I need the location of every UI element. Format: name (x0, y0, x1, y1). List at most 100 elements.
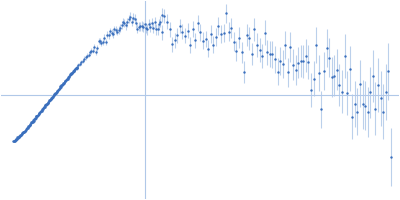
Point (127, 15, 134, 18)
Point (32, 116, 38, 120)
Point (144, 28, 151, 31)
Point (305, 61, 312, 64)
Point (52, 93, 58, 96)
Point (114, 30, 120, 33)
Point (108, 31, 115, 34)
Point (64, 77, 70, 80)
Point (40, 106, 47, 109)
Point (215, 25, 222, 28)
Point (19, 132, 26, 135)
Point (159, 31, 165, 34)
Point (107, 30, 113, 33)
Point (241, 70, 247, 74)
Point (12, 139, 18, 143)
Point (90, 49, 96, 52)
Point (54, 89, 60, 92)
Point (218, 32, 224, 36)
Point (18, 133, 24, 136)
Point (24, 127, 30, 130)
Point (39, 108, 46, 111)
Point (226, 30, 232, 33)
Point (380, 110, 386, 113)
Point (101, 36, 108, 39)
Point (292, 68, 299, 72)
Point (43, 103, 49, 107)
Point (73, 66, 79, 69)
Point (63, 79, 69, 82)
Point (54, 89, 60, 93)
Point (346, 67, 353, 70)
Point (25, 125, 31, 129)
Point (23, 128, 30, 131)
Point (13, 138, 19, 141)
Point (13, 137, 20, 141)
Point (123, 24, 129, 27)
Point (339, 90, 345, 93)
Point (39, 108, 45, 111)
Point (69, 72, 75, 75)
Point (38, 109, 44, 112)
Point (118, 23, 125, 26)
Point (121, 21, 128, 25)
Point (44, 102, 50, 105)
Point (269, 53, 276, 56)
Point (45, 100, 52, 103)
Point (349, 115, 356, 118)
Point (259, 55, 265, 58)
Point (30, 120, 36, 123)
Point (60, 81, 66, 84)
Point (282, 43, 288, 47)
Point (323, 46, 330, 50)
Point (26, 124, 32, 127)
Point (157, 20, 164, 23)
Point (22, 128, 29, 131)
Point (256, 48, 263, 52)
Point (138, 24, 145, 28)
Point (34, 115, 40, 118)
Point (205, 47, 211, 50)
Point (68, 73, 74, 76)
Point (328, 75, 335, 79)
Point (377, 97, 384, 100)
Point (20, 131, 27, 134)
Point (143, 26, 149, 29)
Point (77, 62, 83, 66)
Point (37, 110, 44, 113)
Point (133, 21, 139, 25)
Point (154, 28, 161, 31)
Point (59, 83, 66, 86)
Point (27, 123, 34, 126)
Point (24, 126, 31, 129)
Point (65, 75, 72, 79)
Point (49, 96, 56, 99)
Point (238, 51, 245, 54)
Point (45, 101, 51, 104)
Point (92, 51, 99, 54)
Point (148, 22, 155, 25)
Point (370, 75, 376, 78)
Point (169, 43, 175, 46)
Point (104, 33, 110, 36)
Point (61, 81, 68, 84)
Point (52, 92, 58, 95)
Point (264, 51, 270, 54)
Point (228, 26, 234, 30)
Point (44, 102, 51, 105)
Point (56, 88, 62, 91)
Point (98, 41, 105, 44)
Point (70, 70, 76, 73)
Point (364, 111, 371, 114)
Point (60, 83, 66, 86)
Point (29, 120, 35, 124)
Point (177, 24, 183, 28)
Point (303, 54, 309, 57)
Point (246, 37, 252, 40)
Point (35, 113, 41, 116)
Point (41, 106, 48, 109)
Point (251, 28, 258, 31)
Point (53, 91, 59, 94)
Point (56, 85, 63, 88)
Point (47, 99, 53, 102)
Point (97, 39, 103, 42)
Point (280, 63, 286, 66)
